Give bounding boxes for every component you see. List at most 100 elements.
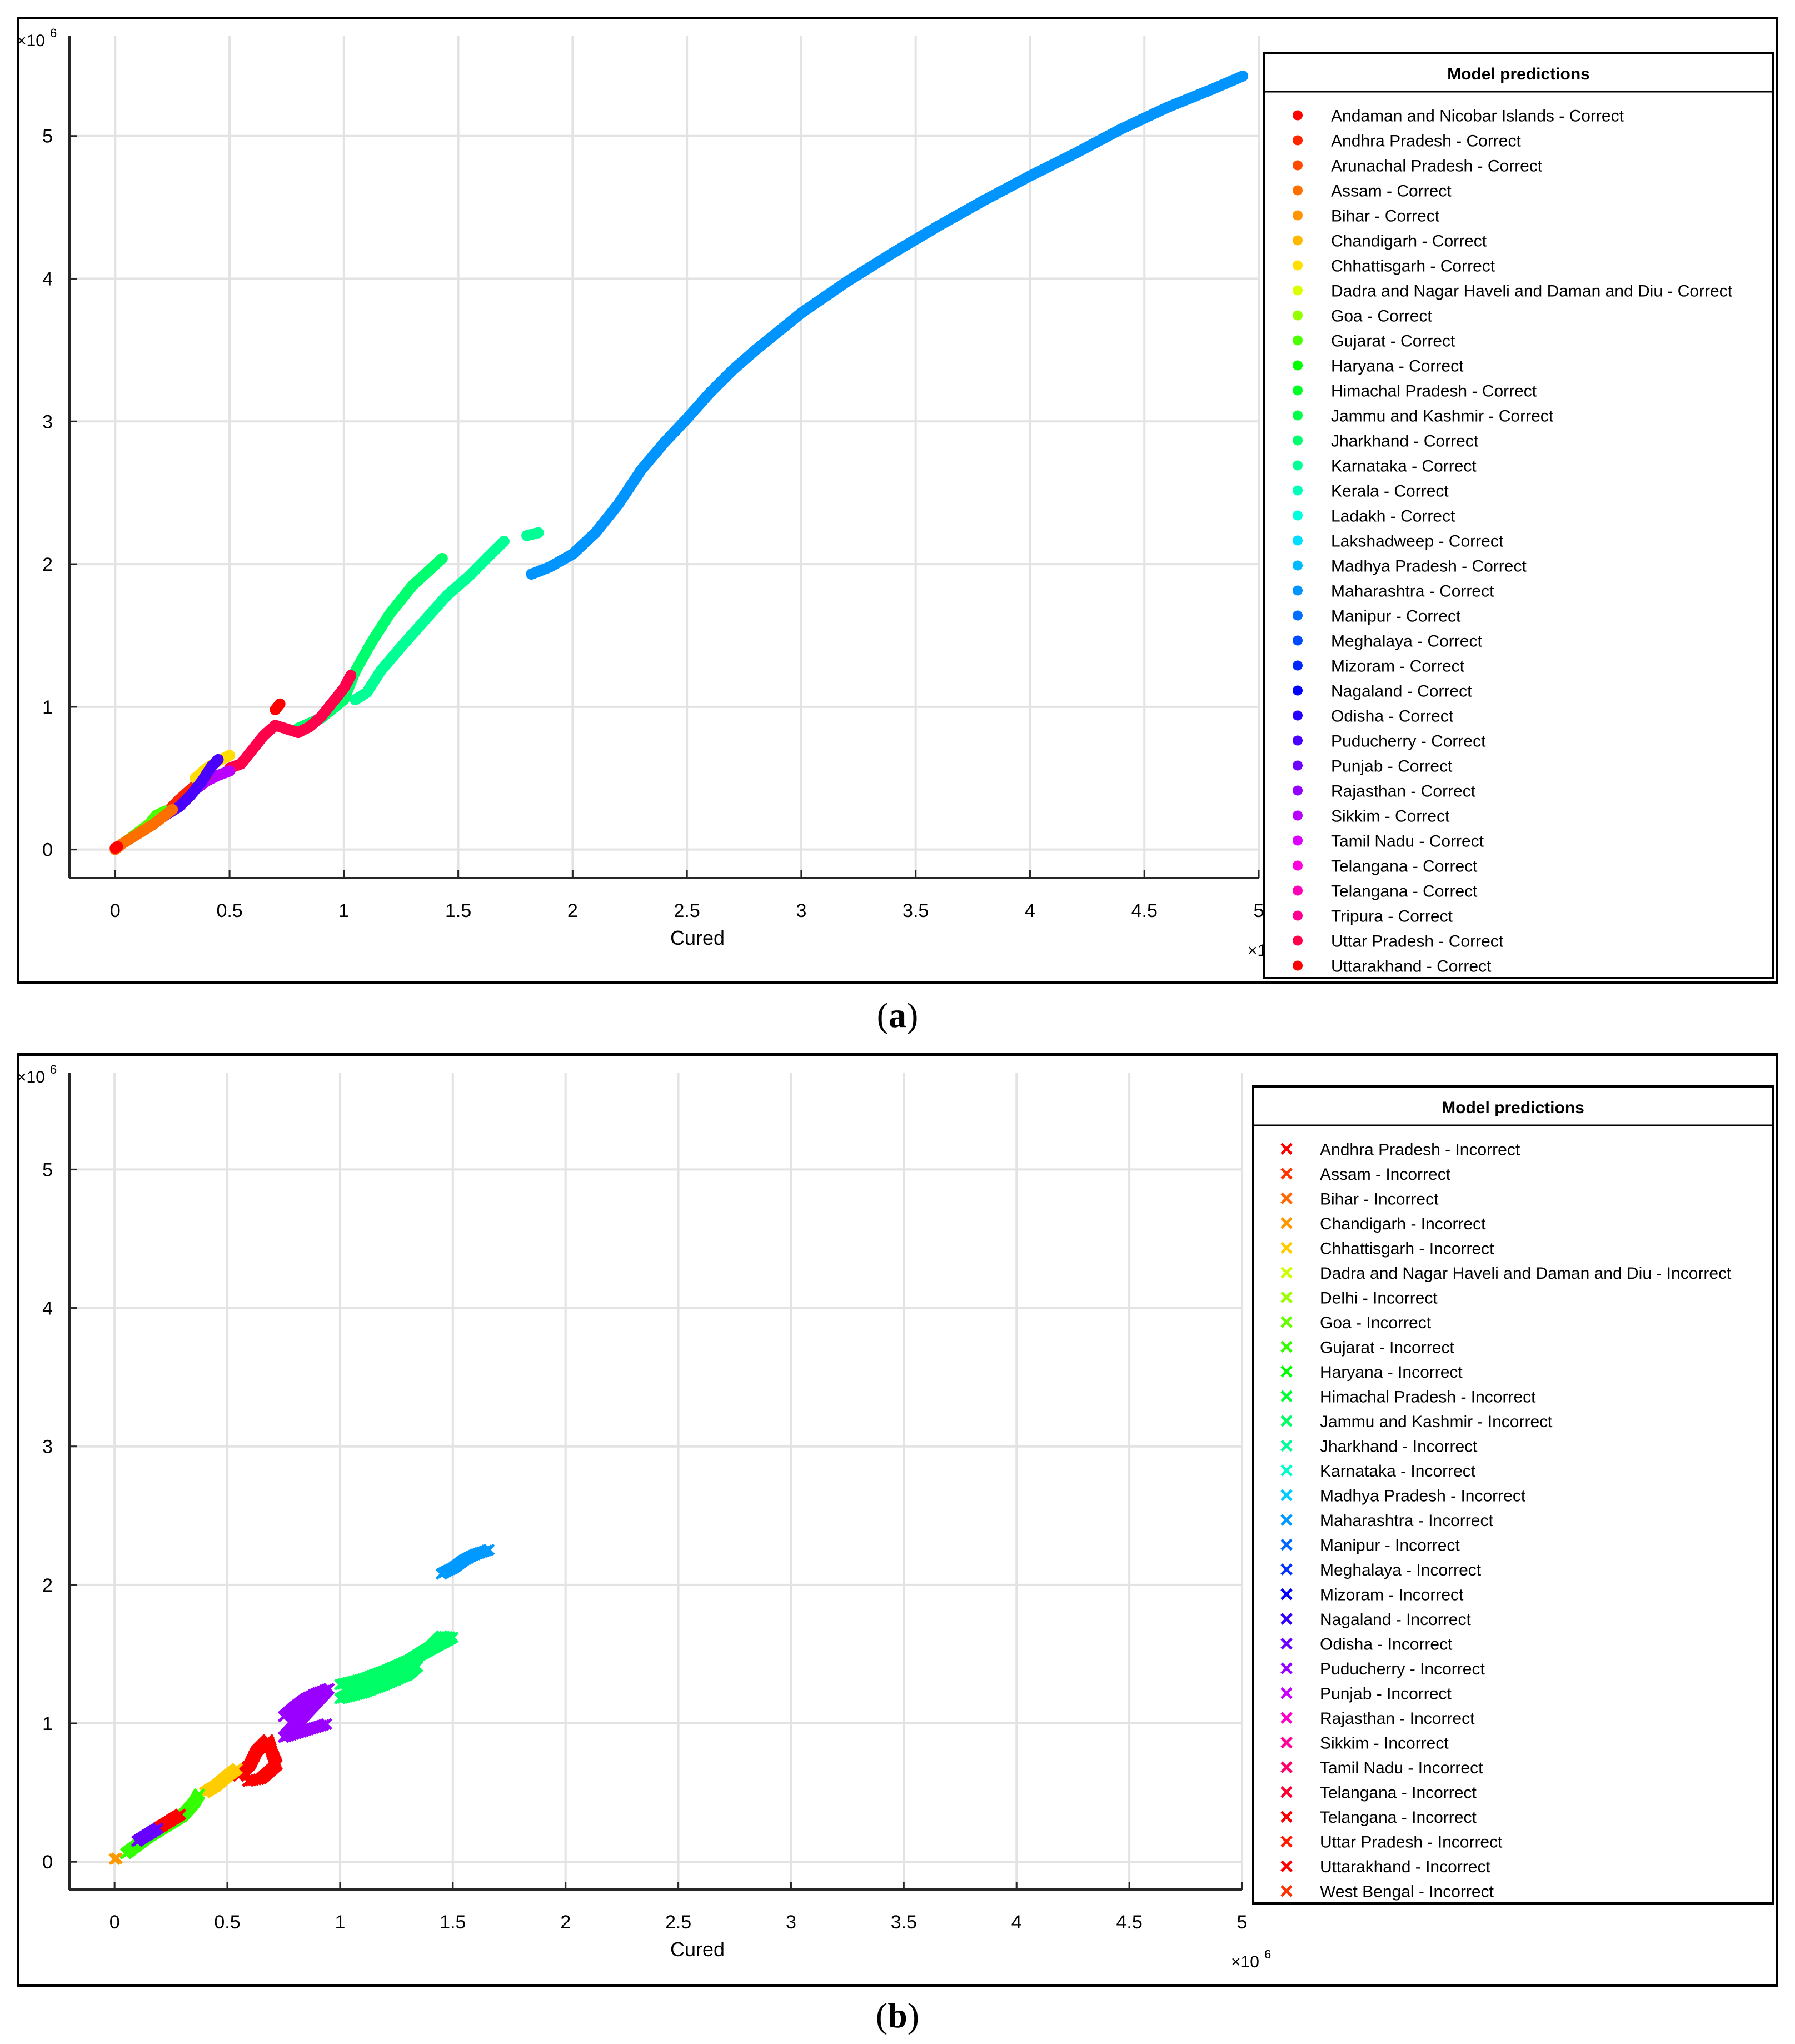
chart-b-legend-label-25: Tamil Nadu - Incorrect	[1320, 1759, 1483, 1777]
chart-b-point	[411, 1661, 423, 1673]
chart-b-legend-label-7: Goa - Incorrect	[1320, 1314, 1432, 1332]
chart-a-xtick-9: 4.5	[1131, 900, 1158, 921]
chart-a-legend-label-18: Madhya Pradesh - Correct	[1331, 557, 1527, 576]
chart-a-xtick-3: 1.5	[445, 900, 471, 921]
chart-a-legend-label-31: Telangana - Correct	[1331, 883, 1478, 901]
chart-b-legend-label-28: Uttar Pradesh - Incorrect	[1320, 1833, 1503, 1852]
chart-a-legend-label-2: Arunachal Pradesh - Correct	[1331, 157, 1543, 176]
chart-a-legend-label-7: Dadra and Nagar Haveli and Daman and Diu…	[1331, 282, 1733, 301]
chart-a-point	[224, 765, 236, 777]
chart-a-xtick-2: 1	[338, 900, 349, 921]
chart-b-point	[245, 1774, 257, 1787]
chart-a-legend-label-34: Uttarakhand - Correct	[1331, 958, 1492, 976]
chart-a-legend-marker-18	[1293, 560, 1303, 571]
chart-a-xtick-8: 4	[1025, 900, 1035, 921]
chart-b-xlabel: Cured	[670, 1938, 725, 1961]
chart-a-legend-marker-23	[1293, 685, 1303, 696]
chart-b-ytick-3: 3	[42, 1437, 53, 1458]
chart-b-legend-marker-0	[1280, 1143, 1293, 1155]
chart-b-legend-marker-28	[1280, 1835, 1293, 1848]
chart-a-legend-marker-6	[1293, 260, 1303, 271]
chart-b-legend-marker-10	[1280, 1390, 1293, 1403]
chart-b-legend-label-22: Punjab - Incorrect	[1320, 1685, 1452, 1703]
chart-a-legend-marker-9	[1293, 335, 1303, 346]
chart-b-legend-marker-20	[1280, 1637, 1293, 1650]
chart-b-series-3	[232, 1734, 283, 1787]
caption-a: (a)	[876, 995, 919, 1035]
chart-a-point	[274, 698, 286, 710]
chart-a-legend-marker-13	[1293, 435, 1303, 446]
chart-a-legend-marker-17	[1293, 535, 1303, 546]
chart-a-legend-label-21: Meghalaya - Correct	[1331, 632, 1482, 651]
chart-a-ytick-0: 0	[42, 840, 53, 861]
chart-b-legend-marker-26	[1280, 1786, 1293, 1798]
chart-b-legend-label-11: Jammu and Kashmir - Incorrect	[1320, 1413, 1553, 1431]
chart-b-legend-label-27: Telangana - Incorrect	[1320, 1808, 1477, 1827]
chart-b-legend-marker-12	[1280, 1439, 1293, 1452]
chart-b-point	[482, 1543, 495, 1556]
chart-b-legend-marker-14	[1280, 1489, 1293, 1502]
chart-b-legend-marker-25	[1280, 1761, 1293, 1773]
chart-b-legend-marker-29	[1280, 1860, 1293, 1872]
chart-b-legend-marker-5	[1280, 1267, 1293, 1279]
chart-a-legend-marker-19	[1293, 585, 1303, 596]
chart-b-legend-label-12: Jharkhand - Incorrect	[1320, 1437, 1478, 1455]
chart-b-series-2	[277, 1682, 335, 1743]
chart-b-legend-marker-24	[1280, 1736, 1293, 1749]
chart-b-legend-label-6: Delhi - Incorrect	[1320, 1289, 1438, 1307]
chart-b-legend-label-26: Telangana - Incorrect	[1320, 1784, 1477, 1802]
chart-b-legend-marker-21	[1280, 1662, 1293, 1674]
chart-a-legend-box	[1263, 52, 1774, 979]
chart-a-ytick-3: 3	[42, 411, 53, 432]
chart-a-ytick-1: 1	[42, 697, 53, 718]
chart-b-legend-marker-4	[1280, 1242, 1293, 1254]
chart-a-legend-label-11: Himachal Pradesh - Correct	[1331, 382, 1537, 401]
chart-a-point	[224, 750, 236, 761]
chart-b-legend-marker-23	[1280, 1712, 1293, 1724]
chart-a-legend-marker-12	[1293, 410, 1303, 421]
chart-b-legend-label-17: Meghalaya - Incorrect	[1320, 1561, 1482, 1579]
chart-b-legend-label-30: West Bengal - Incorrect	[1320, 1883, 1494, 1901]
chart-a-legend-label-24: Odisha - Correct	[1331, 707, 1454, 726]
chart-a-legend-marker-25	[1293, 735, 1303, 746]
chart-a-legend-marker-22	[1293, 660, 1303, 671]
chart-b-ytick-0: 0	[42, 1852, 53, 1873]
chart-a-legend-label-28: Sikkim - Correct	[1331, 807, 1450, 826]
chart-a-legend-marker-31	[1293, 885, 1303, 896]
chart-b-legend-marker-7	[1280, 1316, 1293, 1328]
chart-b-ytick-1: 1	[42, 1713, 53, 1734]
chart-a-legend-label-13: Jharkhand - Correct	[1331, 432, 1479, 451]
chart-a-y-exponent-power: 6	[50, 26, 57, 40]
chart-b-legend-marker-8	[1280, 1340, 1293, 1353]
chart-a-legend-label-6: Chhattisgarh - Correct	[1331, 257, 1495, 276]
chart-a-legend-marker-5	[1293, 235, 1303, 246]
chart-a-legend-marker-20	[1293, 610, 1303, 621]
chart-a-legend-label-0: Andaman and Nicobar Islands - Correct	[1331, 107, 1624, 126]
chart-b-legend-title: Model predictions	[1442, 1099, 1584, 1117]
chart-b-legend-label-13: Karnataka - Incorrect	[1320, 1462, 1476, 1480]
chart-b-point	[174, 1808, 187, 1821]
chart-b-xtick-4: 2	[560, 1912, 571, 1933]
chart-a-legend-marker-32	[1293, 910, 1303, 921]
chart-b-y-exponent: ×10	[19, 1068, 45, 1086]
chart-b-legend-label-16: Manipur - Incorrect	[1320, 1537, 1460, 1555]
panel-a: 00.511.522.533.544.55012345CuredConfirme…	[17, 17, 1778, 984]
panel-b: 00.511.522.533.544.55012345CuredConfirme…	[17, 1053, 1778, 1987]
chart-a-legend-marker-24	[1293, 710, 1303, 721]
chart-a-xtick-4: 2	[567, 900, 578, 921]
chart-a-legend-marker-1	[1293, 135, 1303, 146]
chart-a-legend-marker-14	[1293, 460, 1303, 471]
chart-b-xtick-3: 1.5	[440, 1912, 466, 1933]
chart-a-legend-label-4: Bihar - Correct	[1331, 207, 1440, 226]
chart-a-legend-label-22: Mizoram - Correct	[1331, 657, 1465, 676]
chart-b-xtick-5: 2.5	[665, 1912, 691, 1933]
chart-a-legend-marker-26	[1293, 760, 1303, 771]
chart-b-xtick-6: 3	[786, 1912, 796, 1933]
chart-a-legend-label-17: Lakshadweep - Correct	[1331, 532, 1504, 551]
chart-a-legend-marker-10	[1293, 360, 1303, 371]
chart-b-legend-marker-18	[1280, 1588, 1293, 1601]
chart-a-legend-label-9: Gujarat - Correct	[1331, 332, 1455, 351]
chart-a-legend-label-5: Chandigarh - Correct	[1331, 232, 1487, 251]
chart-a-legend-marker-11	[1293, 385, 1303, 396]
chart-a-point	[112, 841, 123, 853]
